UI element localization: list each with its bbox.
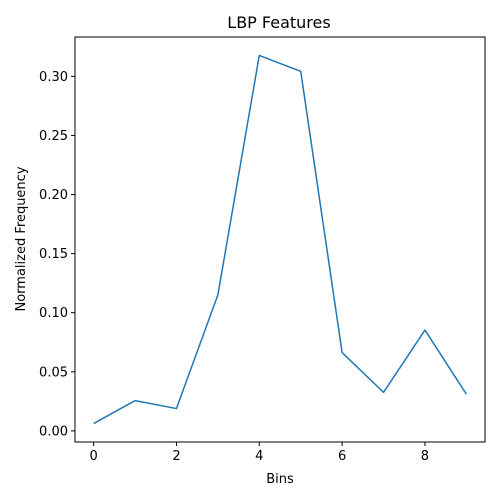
series-line-0 [93,54,467,425]
x-axis-label: Bins [266,472,294,487]
x-tick-label: 2 [172,449,180,464]
y-axis-label: Normalized Frequency [14,166,29,311]
x-tick-label: 6 [338,449,346,464]
plot-area: 0 2 4 6 8 0.00 0.05 0.10 0.15 0.20 0.25 0.30 [39,54,467,464]
y-tick-label: 0.15 [39,247,68,262]
y-tick-label: 0.20 [39,188,68,203]
axes-frame [74,36,486,443]
chart-title: LBP Features [227,13,330,32]
y-tick-label: 0.30 [39,70,68,85]
x-tick-label: 0 [89,449,97,464]
y-tick-label: 0.00 [39,424,68,439]
x-tick-label: 8 [421,449,429,464]
x-tick-label: 4 [255,449,263,464]
y-tick-label: 0.10 [39,306,68,321]
y-tick-label: 0.05 [39,365,68,380]
y-tick-label: 0.25 [39,129,68,144]
